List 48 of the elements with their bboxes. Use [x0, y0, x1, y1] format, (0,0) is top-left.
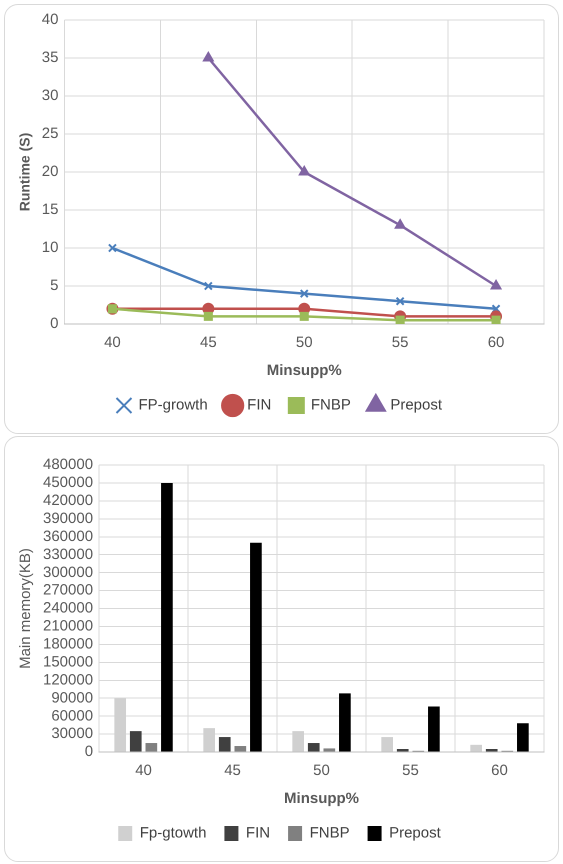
y-tick-label: 270000	[42, 582, 94, 599]
y-tick-label: 120000	[42, 671, 94, 688]
x-tick-label: 40	[104, 334, 121, 352]
x-tick-label: 45	[200, 334, 217, 352]
legend-label: FNBP	[310, 824, 350, 842]
y-tick-label: 60000	[51, 707, 94, 724]
y-tick-label: 0	[50, 315, 58, 332]
legend-label: Prepost	[390, 396, 443, 414]
y-tick-label: 420000	[42, 492, 94, 510]
y-tick-label: 150000	[42, 653, 94, 670]
y-tick-label: 25	[42, 125, 58, 142]
x-tick-label: 40	[135, 762, 152, 780]
y-tick-label: 5	[50, 277, 58, 294]
x-tick-label: 55	[402, 762, 419, 780]
y-tick-label: 390000	[42, 510, 94, 527]
x-axis-title: Minsupp%	[284, 790, 360, 808]
y-tick-label: 300000	[42, 564, 94, 581]
x-tick-label: 50	[313, 762, 330, 780]
legend-label: Prepost	[389, 824, 442, 842]
y-tick-label: 0	[84, 743, 94, 760]
y-tick-label: 480000	[42, 456, 94, 474]
legend-label: FIN	[246, 824, 270, 842]
y-tick-label: 360000	[42, 528, 94, 545]
x-tick-label: 50	[296, 334, 313, 352]
y-tick-label: 30000	[51, 725, 94, 742]
x-tick-label: 55	[392, 334, 408, 352]
y-tick-label: 330000	[42, 546, 94, 563]
legend-label: Fp-gtowth	[140, 824, 206, 842]
y-tick-label: 40	[42, 11, 58, 28]
legend-label: FNBP	[310, 396, 351, 414]
x-tick-label: 45	[224, 762, 241, 780]
y-tick-label: 35	[42, 49, 58, 66]
x-axis-title: Minsupp%	[266, 362, 342, 380]
legend-label: FIN	[247, 396, 272, 414]
y-tick-label: 30	[42, 87, 58, 104]
y-tick-label: 240000	[42, 600, 94, 617]
legend-label: FP-growth	[138, 396, 208, 414]
y-axis-title: Main memory(KB)	[17, 548, 34, 669]
y-axis-title: Runtime (S)	[16, 132, 32, 212]
y-tick-label: 180000	[42, 636, 94, 653]
y-tick-label: 15	[42, 201, 58, 218]
y-tick-label: 90000	[51, 689, 94, 706]
y-tick-label: 450000	[42, 474, 94, 492]
x-tick-label: 60	[488, 334, 504, 352]
y-tick-label: 10	[42, 239, 58, 256]
y-tick-label: 20	[42, 163, 58, 180]
x-tick-label: 60	[491, 762, 508, 780]
y-tick-label: 210000	[42, 618, 94, 635]
